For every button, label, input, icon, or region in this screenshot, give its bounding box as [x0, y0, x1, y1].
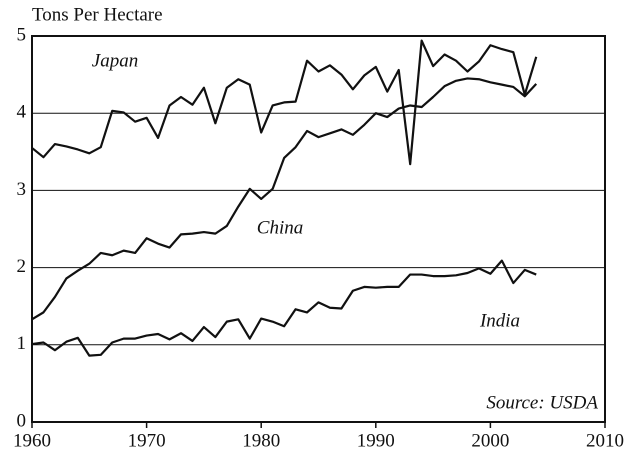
y-tick-label: 2 — [17, 256, 27, 277]
x-tick-label: 2010 — [586, 430, 624, 451]
x-tick-label: 1970 — [128, 430, 166, 451]
x-tick-label: 2000 — [471, 430, 509, 451]
y-tick-label: 3 — [17, 179, 27, 200]
y-axis-label: Tons Per Hectare — [32, 4, 163, 25]
series-line — [31, 77, 538, 321]
y-tick-label: 4 — [17, 102, 27, 123]
series-label: India — [479, 310, 520, 331]
y-tick-label: 5 — [17, 24, 27, 45]
series-line — [31, 39, 538, 166]
source-note: Source: USDA — [486, 392, 598, 413]
series-label: Japan — [92, 50, 138, 71]
series-label: China — [257, 217, 303, 238]
x-tick-label: 1980 — [242, 430, 280, 451]
y-tick-label: 1 — [17, 333, 27, 354]
x-tick-label: 1960 — [13, 430, 51, 451]
x-tick-label: 1990 — [357, 430, 395, 451]
plot-frame — [31, 35, 606, 423]
series-line — [31, 259, 537, 357]
y-tick-label: 0 — [17, 410, 27, 431]
